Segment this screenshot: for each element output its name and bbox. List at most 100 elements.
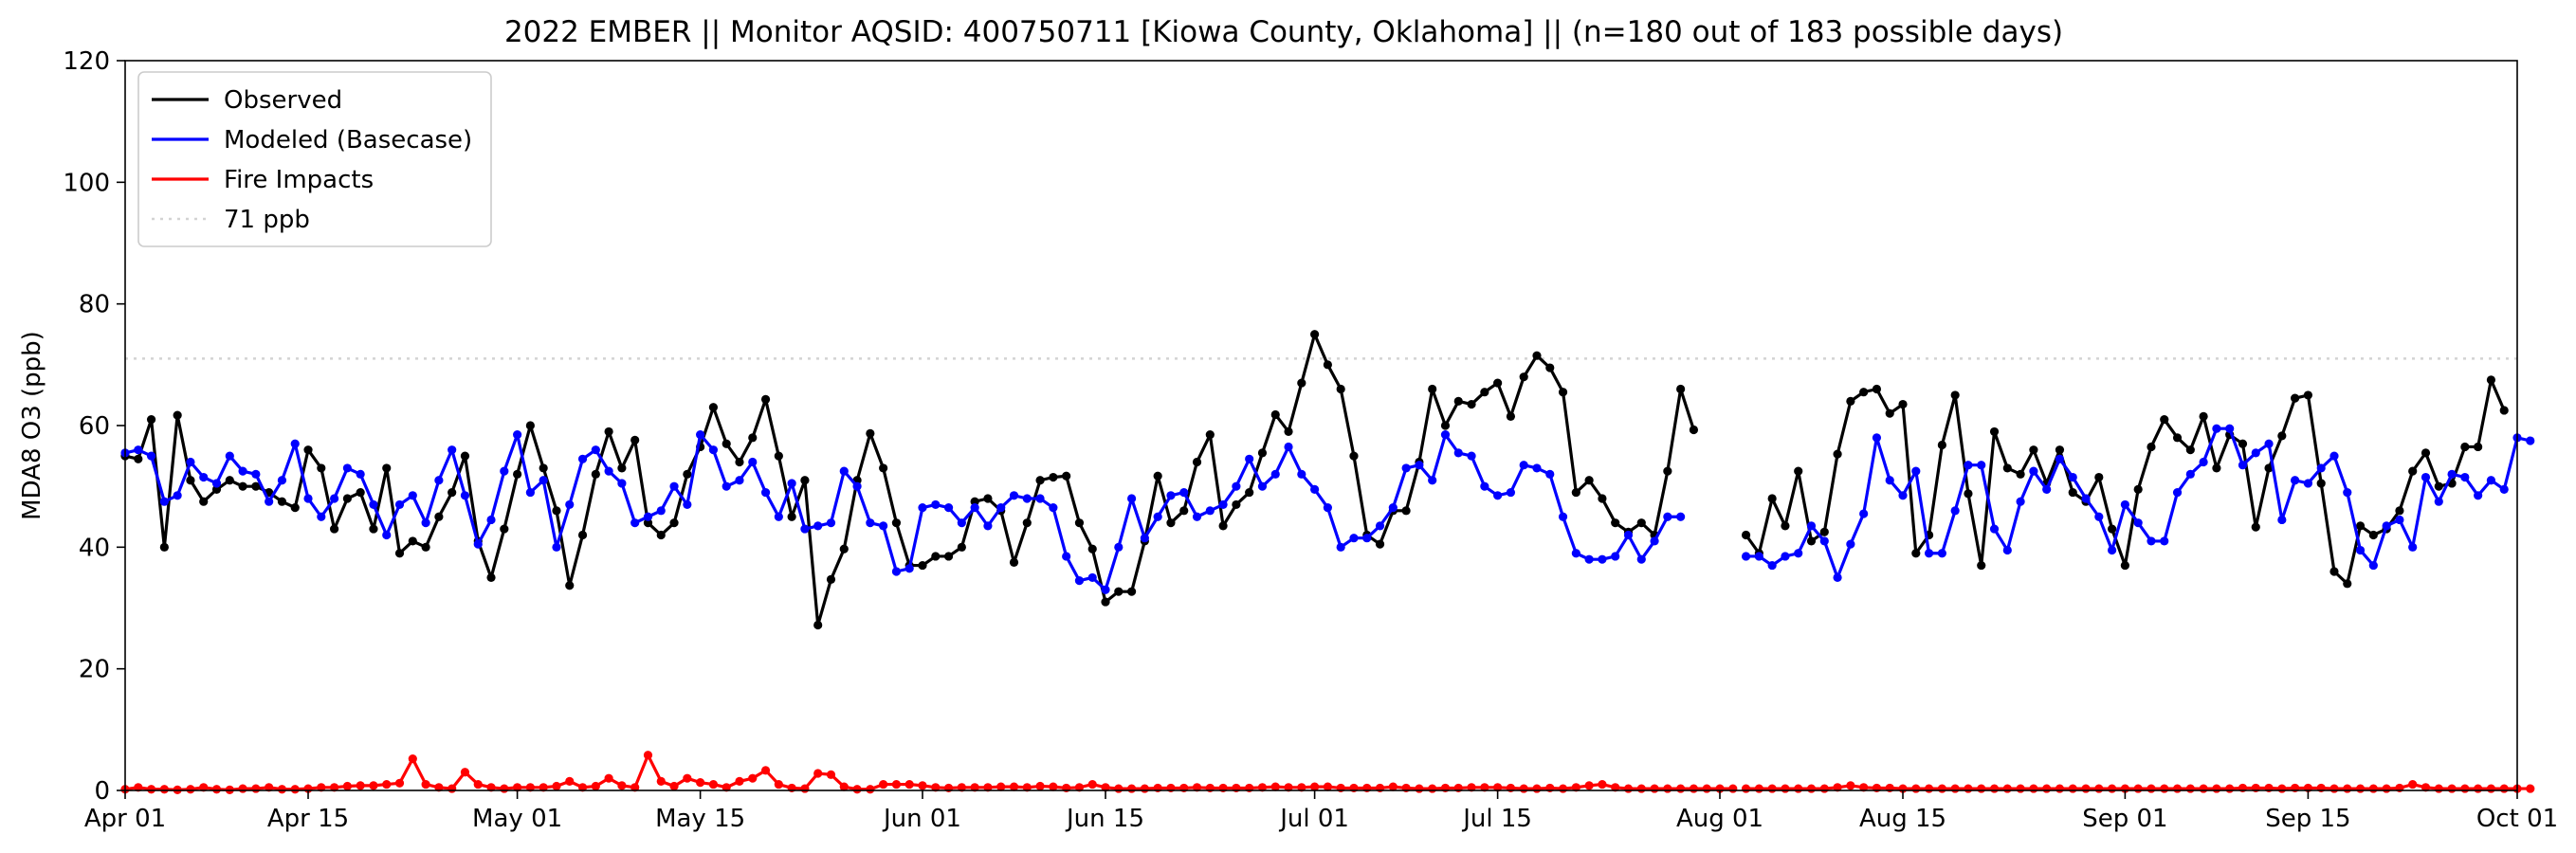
observed-point [617, 463, 627, 473]
observed-point [211, 484, 222, 494]
fire-impacts-point [1663, 784, 1672, 793]
modeled-basecase-point [591, 445, 600, 455]
fire-impacts-point [970, 783, 979, 792]
observed-point [630, 435, 640, 445]
observed-point [277, 497, 287, 506]
fire-impacts-point [1388, 782, 1398, 791]
y-axis-label: MDA8 O3 (ppb) [18, 331, 46, 520]
modeled-basecase-point [1401, 463, 1411, 473]
fire-impacts-point [1754, 784, 1763, 793]
modeled-basecase-point [630, 518, 640, 528]
observed-point [2277, 431, 2287, 441]
observed-point [408, 536, 417, 546]
modeled-basecase-line-segment-2 [1745, 426, 2531, 580]
modeled-basecase-point [211, 479, 222, 488]
observed-point [1166, 518, 1176, 528]
observed-point [1519, 372, 1528, 382]
modeled-basecase-point [1297, 469, 1306, 479]
modeled-basecase-point [1781, 552, 1790, 561]
modeled-basecase-point [1532, 463, 1542, 473]
modeled-basecase-point [1794, 549, 1803, 558]
modeled-basecase-point [473, 539, 483, 549]
observed-point [1911, 549, 1921, 558]
observed-point [2094, 472, 2104, 482]
fire-impacts-point [1087, 779, 1097, 789]
fire-impacts-point [2460, 784, 2470, 793]
modeled-basecase-point [2421, 472, 2431, 482]
observed-point [2329, 567, 2339, 576]
observed-point [1074, 518, 1085, 528]
fire-impacts-point [2421, 783, 2431, 792]
observed-point [238, 481, 247, 491]
modeled-basecase-point [159, 497, 169, 506]
modeled-basecase-point [1819, 536, 1829, 546]
fire-impacts-point [1571, 783, 1580, 792]
observed-point [800, 476, 810, 485]
observed-point [1480, 388, 1489, 397]
fire-impacts-point [2199, 784, 2208, 793]
modeled-basecase-point [2068, 472, 2077, 482]
modeled-basecase-point [1636, 554, 1646, 564]
observed-point [552, 506, 561, 516]
observed-point [683, 469, 692, 479]
modeled-basecase-point [1428, 476, 1437, 485]
fire-impacts-point [1937, 784, 1946, 793]
modeled-basecase-point [1964, 461, 1973, 470]
fire-impacts-point [2042, 784, 2052, 793]
modeled-basecase-point [2055, 454, 2065, 463]
observed-point [382, 463, 392, 473]
modeled-basecase-point [1584, 554, 1594, 564]
observed-point [722, 439, 731, 448]
modeled-basecase-point [1336, 542, 1345, 552]
observed-point [1349, 451, 1359, 461]
fire-impacts-point [696, 778, 705, 788]
observed-point [2251, 522, 2260, 532]
modeled-basecase-point [1885, 476, 1894, 485]
modeled-basecase-point [2029, 466, 2038, 476]
modeled-basecase-point [317, 512, 326, 521]
fire-impacts-point [486, 783, 496, 792]
legend-label-fire-impacts: Fire Impacts [224, 166, 374, 194]
fire-impacts-point [1009, 782, 1019, 791]
fire-impacts-point [342, 781, 352, 791]
fire-impacts-point [1911, 784, 1921, 793]
modeled-basecase-point [1415, 461, 1424, 470]
modeled-basecase-point [2395, 515, 2404, 525]
modeled-basecase-point [2526, 436, 2535, 445]
modeled-basecase-point [448, 445, 457, 455]
x-tick-label: Jun 15 [1065, 805, 1144, 833]
fire-impacts-point [2147, 784, 2156, 793]
modeled-basecase-point [1924, 549, 1934, 558]
observed-point [369, 524, 378, 534]
fire-impacts-point [1074, 783, 1085, 792]
modeled-basecase-point [735, 476, 744, 485]
fire-impacts-point [565, 776, 575, 786]
observed-point [1245, 487, 1254, 498]
observed-point [186, 476, 195, 485]
fire-impacts-point [1650, 784, 1659, 793]
fire-impacts-point [1859, 783, 1869, 792]
fire-impacts-point [630, 783, 640, 792]
fire-impacts-point [2081, 784, 2091, 793]
observed-point [2291, 393, 2300, 403]
modeled-basecase-point [1611, 552, 1620, 561]
legend-box [137, 71, 492, 247]
observed-point [1270, 409, 1280, 420]
fire-impacts-point [1833, 783, 1842, 792]
modeled-basecase-point [643, 512, 653, 521]
modeled-basecase-point [225, 451, 234, 461]
fire-impacts-point [2172, 784, 2183, 793]
modeled-basecase-point [696, 430, 705, 440]
modeled-basecase-point [604, 466, 613, 476]
modeled-basecase-point [2368, 560, 2378, 571]
x-tick-label: Aug 01 [1676, 805, 1763, 833]
observed-point [2434, 481, 2443, 491]
observed-point [1636, 518, 1646, 528]
observed-point [1741, 530, 1751, 540]
fire-impacts-point [1257, 783, 1268, 792]
modeled-basecase-point [2212, 424, 2221, 433]
observed-point [643, 518, 653, 528]
observed-point [1453, 396, 1463, 406]
observed-point [1794, 466, 1803, 476]
observed-point [2147, 442, 2156, 452]
